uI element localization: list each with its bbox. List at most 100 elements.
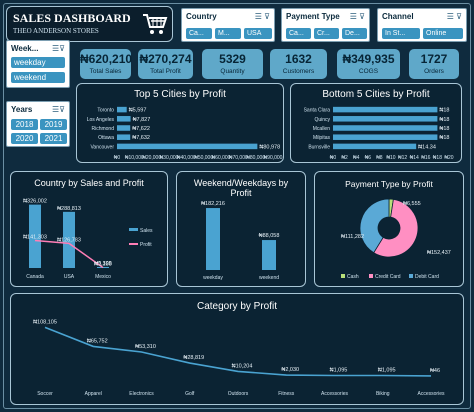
x-category-label: Canada (26, 274, 44, 280)
x-tick-label: ₦50,000 (194, 155, 213, 161)
profit-line (44, 326, 432, 377)
bar-category-label: Los Angeles (87, 117, 115, 123)
x-tick-label: ₦2 (341, 155, 348, 161)
country-chip[interactable]: M... (215, 28, 241, 39)
kpi-value: ₦270,274 (139, 52, 192, 66)
kpi-quantity: 5329 Quantity (202, 49, 263, 79)
bar-category-label: Burnsville (308, 144, 330, 150)
pie-value-label: ₦152,437 (427, 250, 451, 256)
x-category-label: Accessories (321, 391, 348, 397)
x-tick-label: ₦80,000 (246, 155, 265, 161)
bar (333, 116, 438, 122)
sales-bar (63, 211, 75, 268)
country-chip[interactable]: Ca... (186, 28, 212, 39)
bar (262, 240, 276, 270)
country-slicer-label: Country (186, 12, 217, 21)
category-chart: ₦108,105 Soccer ₦65,752 Apparel ₦53,310 Elect… (33, 319, 445, 397)
line-value-label: ₦65,752 (87, 338, 108, 344)
kpi-cogs: ₦349,935 COGS (337, 49, 400, 79)
profit-value-label: ₦141,303 (23, 235, 47, 241)
x-tick-label: ₦40,000 (177, 155, 196, 161)
kpi-label: Quantity (220, 68, 245, 75)
x-tick-label: ₦20 (444, 155, 453, 161)
year-chip[interactable]: 2019 (40, 119, 67, 130)
x-tick-label: ₦10,000 (125, 155, 144, 161)
x-tick-label: ₦20,000 (142, 155, 161, 161)
country-chart-panel: Country by Sales and Profit ₦326,002 Cana… (10, 171, 168, 287)
bar-value-label: ₦182,216 (201, 201, 225, 207)
year-chip[interactable]: 2020 (11, 133, 38, 144)
year-chip[interactable]: 2018 (11, 119, 38, 130)
bar-category-label: Toronto (97, 108, 114, 114)
bar (117, 143, 258, 150)
legend-profit-label: Profit (140, 242, 152, 248)
x-category-label: Outdoors (228, 391, 249, 397)
bar (117, 116, 131, 122)
channel-slicer: Channel ☰ ⊽ In St... Online (377, 8, 467, 42)
top-cities-chart: Toronto ₦5,597 Los Angeles ₦7,827 Richmond ₦7… (87, 106, 283, 161)
filter-icons[interactable]: ☰ ⊽ (349, 12, 365, 21)
sales-value-label: ₦288,813 (57, 206, 81, 212)
line-value-label: ₦28,819 (183, 355, 204, 361)
filter-icons[interactable]: ☰ ⊽ (254, 12, 270, 21)
kpi-value: 1632 (285, 52, 312, 66)
x-tick-label: ₦90,000 (264, 155, 283, 161)
bar (333, 134, 438, 140)
bar-value-label: ₦18 (439, 126, 449, 132)
x-tick-label: ₦4 (353, 155, 360, 161)
kpi-label: Orders (424, 68, 444, 75)
x-category-label: Soccer (37, 391, 53, 397)
legend-swatch (341, 274, 345, 278)
country-chart: ₦326,002 Canada ₦288,813 USA ₦5,395 Mexico ₦14… (23, 199, 153, 280)
year-chip[interactable]: 2021 (40, 133, 67, 144)
x-category-label: weekend (259, 275, 279, 281)
legend-swatch (369, 274, 373, 278)
bar (117, 125, 131, 131)
bar-value-label: ₦7,632 (132, 135, 150, 141)
x-category-label: Apparel (85, 391, 102, 397)
legend-label: Credit Card (375, 274, 401, 280)
channel-chip[interactable]: Online (423, 28, 463, 39)
legend-swatch (409, 274, 413, 278)
shopping-cart-icon (143, 14, 168, 34)
bar (333, 106, 438, 113)
payment-chart-title: Payment Type by Profit (345, 179, 433, 189)
payment-chip[interactable]: Ca... (286, 28, 311, 39)
weekend-chart-title-line2: Profit (230, 188, 252, 198)
weekday-chip[interactable]: weekend (11, 72, 65, 83)
x-category-label: Golf (185, 391, 195, 397)
years-slicer-label: Years (11, 105, 33, 114)
pie-slice (373, 198, 419, 258)
filter-icons[interactable]: ☰⊽ (51, 44, 65, 53)
payment-chip[interactable]: De... (342, 28, 367, 39)
x-tick-label: ₦18 (433, 155, 442, 161)
bar-value-label: ₦80,978 (259, 144, 280, 150)
x-category-label: USA (64, 274, 75, 280)
bar-value-label: ₦7,622 (132, 126, 150, 132)
x-tick-label: ₦8 (376, 155, 383, 161)
payment-chip[interactable]: Cr... (314, 28, 339, 39)
line-value-label: ₦53,310 (135, 344, 156, 350)
kpi-label: Total Profit (150, 68, 181, 75)
dashboard-title: SALES DASHBOARD (13, 11, 131, 25)
bar-value-label: ₦18 (439, 135, 449, 141)
line-value-label: ₦46 (430, 368, 440, 374)
country-chart-title: Country by Sales and Profit (34, 178, 144, 188)
x-tick-label: ₦6 (365, 155, 372, 161)
country-chip[interactable]: USA (244, 28, 272, 39)
x-tick-label: ₦12 (398, 155, 407, 161)
bar-category-label: Quincy (314, 117, 330, 123)
bar-value-label: ₦18 (439, 108, 449, 114)
profit-value-label: ₦2,188 (94, 262, 112, 268)
weekday-chip[interactable]: weekday (11, 57, 65, 68)
bar-value-label: ₦5,597 (129, 108, 147, 114)
channel-chip[interactable]: In St... (382, 28, 420, 39)
bar (333, 143, 417, 150)
pie-slice (359, 198, 390, 254)
sales-bar (29, 204, 41, 268)
x-tick-label: ₦0 (114, 155, 121, 161)
sales-value-label: ₦5,395 (94, 261, 112, 267)
x-category-label: Mexico (95, 274, 111, 280)
filter-icons[interactable]: ☰⊽ (51, 105, 65, 114)
filter-icons[interactable]: ☰ ⊽ (446, 12, 462, 21)
